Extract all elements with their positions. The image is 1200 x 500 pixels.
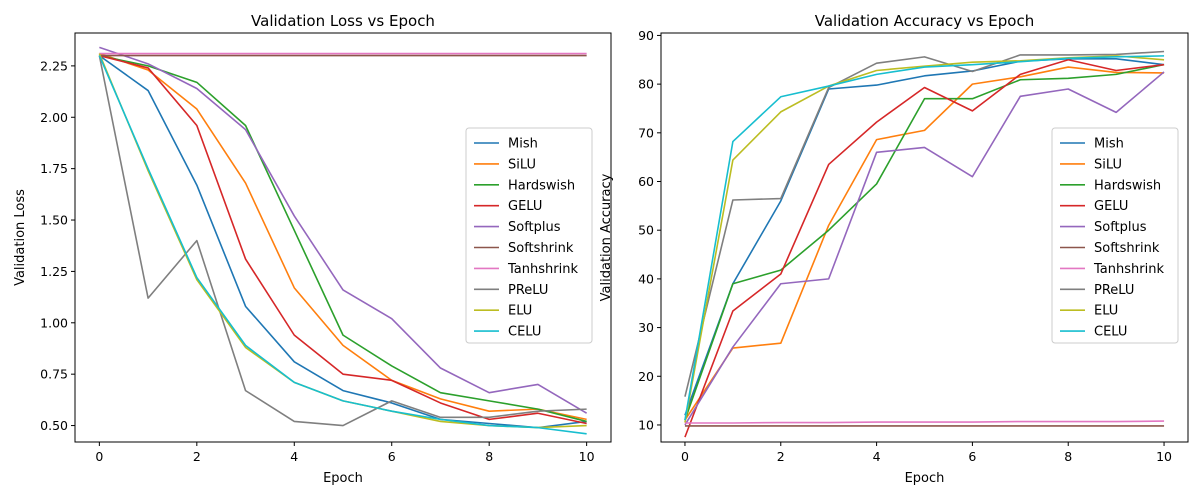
series-line-celu	[98, 55, 587, 435]
series-line-softplus	[99, 46, 588, 414]
legend-label: Hardswish	[508, 178, 575, 193]
y-tick-label: 0.50	[40, 418, 68, 433]
legend-label: PReLU	[1094, 283, 1134, 298]
legend-label: Mish	[1094, 137, 1124, 152]
legend-label: Softplus	[1094, 220, 1147, 235]
legend-label: CELU	[1094, 325, 1127, 340]
y-tick-label: 0.75	[40, 367, 68, 382]
x-tick-label: 10	[579, 449, 595, 464]
legend-label: SiLU	[508, 157, 536, 172]
plot-frame	[660, 32, 1189, 443]
legend-label: Tanhshrink	[1093, 262, 1164, 277]
y-tick-label: 1.00	[40, 315, 68, 330]
x-tick-label: 6	[968, 449, 976, 464]
x-axis-label: Epoch	[323, 471, 363, 486]
y-tick-label: 80	[638, 77, 654, 92]
x-tick-label: 6	[388, 449, 396, 464]
legend-label: GELU	[1094, 199, 1128, 214]
legend: Mish SiLU Hardswish GELU Softplus Softshrink T…	[1051, 127, 1179, 344]
legend: Mish SiLU Hardswish GELU Softplus Softshrink T…	[465, 127, 593, 344]
legend-label: Hardswish	[1094, 178, 1161, 193]
x-tick-label: 10	[1156, 449, 1172, 464]
y-tick-label: 1.25	[40, 264, 68, 279]
series-line-gelu	[99, 54, 587, 425]
series-line-softplus	[684, 71, 1165, 426]
legend-label: Tanhshrink	[507, 262, 578, 277]
plot-frame	[74, 32, 612, 443]
x-tick-label: 0	[681, 449, 689, 464]
series-line-gelu	[684, 58, 1165, 438]
series-line-celu	[684, 55, 1165, 421]
y-axis-label: Validation Loss	[13, 189, 28, 286]
y-tick-label: 40	[638, 271, 654, 286]
x-tick-label: 8	[485, 449, 493, 464]
legend-label: SiLU	[1094, 157, 1122, 172]
x-tick-label: 2	[777, 449, 785, 464]
y-tick-label: 30	[638, 320, 654, 335]
series-line-mish	[98, 54, 587, 429]
series-line-tanhshrink	[684, 420, 1165, 424]
series-line-silu	[684, 66, 1165, 421]
y-tick-label: 60	[638, 174, 654, 189]
y-tick-label: 50	[638, 223, 654, 238]
series-line-prelu	[684, 50, 1165, 397]
y-axis-label: Validation Accuracy	[599, 173, 614, 301]
legend-label: Softplus	[508, 220, 561, 235]
series-line-mish	[684, 58, 1165, 416]
y-tick-label: 10	[638, 417, 654, 432]
legend-label: GELU	[508, 199, 542, 214]
y-tick-label: 2.00	[40, 110, 68, 125]
x-tick-label: 2	[193, 449, 201, 464]
x-tick-label: 0	[95, 449, 103, 464]
y-tick-label: 1.75	[40, 161, 68, 176]
y-tick-label: 70	[638, 125, 654, 140]
y-tick-label: 2.25	[40, 58, 68, 73]
legend-label: ELU	[1094, 304, 1118, 319]
series-line-hardswish	[99, 54, 587, 423]
legend-label: ELU	[508, 304, 532, 319]
y-tick-label: 20	[638, 369, 654, 384]
legend-label: CELU	[508, 325, 541, 340]
x-tick-label: 4	[873, 449, 881, 464]
legend-label: PReLU	[508, 283, 548, 298]
chart-title: Validation Accuracy vs Epoch	[815, 12, 1034, 30]
y-tick-label: 1.50	[40, 213, 68, 228]
y-tick-label: 90	[638, 28, 654, 43]
series-line-silu	[99, 52, 587, 421]
x-axis-label: Epoch	[905, 471, 945, 486]
legend-label: Mish	[508, 137, 538, 152]
legend-label: Softshrink	[508, 241, 574, 256]
accuracy-chart: 0 2 4 6 8 10 10 20 30 40 50 60 70 80 90 Validation Accu…	[599, 12, 1189, 486]
series-line-prelu	[98, 55, 587, 427]
chart-title: Validation Loss vs Epoch	[251, 12, 435, 30]
x-tick-label: 4	[290, 449, 298, 464]
legend-label: Softshrink	[1094, 241, 1160, 256]
loss-chart: 0 2 4 6 8 10 0.50 0.75 1.00 1.25 1.50 1.75 2.00 2.25 V…	[13, 12, 612, 486]
x-tick-label: 8	[1064, 449, 1072, 464]
series-line-hardswish	[684, 63, 1165, 421]
